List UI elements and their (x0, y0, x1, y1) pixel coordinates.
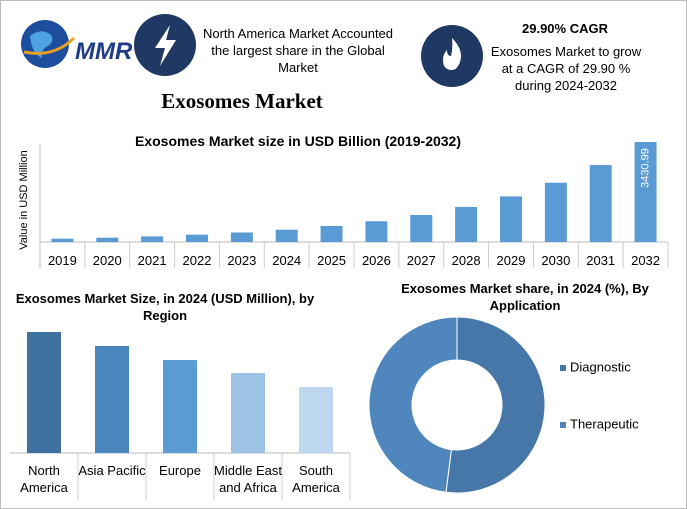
bar (455, 206, 478, 242)
x-tick-label: 2031 (586, 253, 616, 268)
main-title: Exosomes Market (161, 89, 323, 113)
bar (163, 360, 197, 453)
x-tick-label: Europe (159, 463, 201, 478)
bar (410, 214, 433, 242)
x-tick-label: Middle East and Africa (214, 463, 282, 495)
x-tick-label: 2032 (631, 253, 661, 268)
cagr-text: Exosomes Market to grow at a CAGR of 29.… (490, 44, 642, 93)
bar (320, 225, 343, 242)
bar (27, 332, 61, 453)
bar (231, 373, 265, 453)
chart-title: Exosomes Market share, in 2024 (%), By A… (401, 281, 649, 313)
legend-swatch (560, 365, 566, 371)
legend-label: Therapeutic (570, 416, 639, 431)
bar (365, 221, 388, 242)
legend-label: Diagnostic (570, 359, 631, 374)
bolt (155, 25, 176, 66)
bar (51, 238, 74, 242)
x-tick-label: 2023 (227, 253, 257, 268)
bar (230, 232, 253, 242)
bar (275, 229, 298, 242)
x-tick-label: 2027 (406, 253, 436, 268)
x-tick-label: 2022 (182, 253, 212, 268)
x-tick-label: 2030 (541, 253, 571, 268)
chart-title: Exosomes Market Size, in 2024 (USD Milli… (15, 291, 315, 323)
bar (634, 142, 657, 242)
bar (500, 196, 522, 242)
bar (186, 234, 208, 242)
x-tick-label: Asia Pacific (78, 463, 146, 478)
x-tick-label: 2029 (496, 253, 526, 268)
value-label: 3430.99 (639, 148, 651, 188)
x-tick-label: 2021 (137, 253, 167, 268)
bar (299, 387, 333, 453)
bar (141, 236, 164, 242)
legend-swatch (560, 422, 566, 428)
flame (443, 38, 461, 70)
x-tick-label: North America (20, 463, 68, 495)
logo-text: MMR (75, 38, 133, 65)
x-tick-label: South America (292, 463, 340, 495)
cagr-title: 29.90% CAGR (522, 21, 608, 36)
logo-globe (21, 20, 76, 68)
value-label: 423.2 (281, 242, 293, 270)
x-tick-label: 2028 (451, 253, 481, 268)
bar (96, 237, 119, 242)
highlight-text: North America Market Accounted the large… (202, 26, 394, 75)
x-tick-label: 2024 (272, 253, 302, 268)
x-tick-label: 2020 (92, 253, 122, 268)
donut-segment (368, 316, 458, 493)
chart-title: Exosomes Market size in USD Billion (201… (134, 133, 461, 149)
y-axis-label: Value in USD Million (18, 150, 30, 249)
bar (95, 346, 129, 453)
x-tick-label: 2025 (317, 253, 347, 268)
x-tick-label: 2026 (361, 253, 391, 268)
donut-segment (445, 316, 546, 494)
bar (589, 165, 612, 242)
x-tick-label: 2019 (47, 253, 77, 268)
bar (544, 182, 567, 242)
